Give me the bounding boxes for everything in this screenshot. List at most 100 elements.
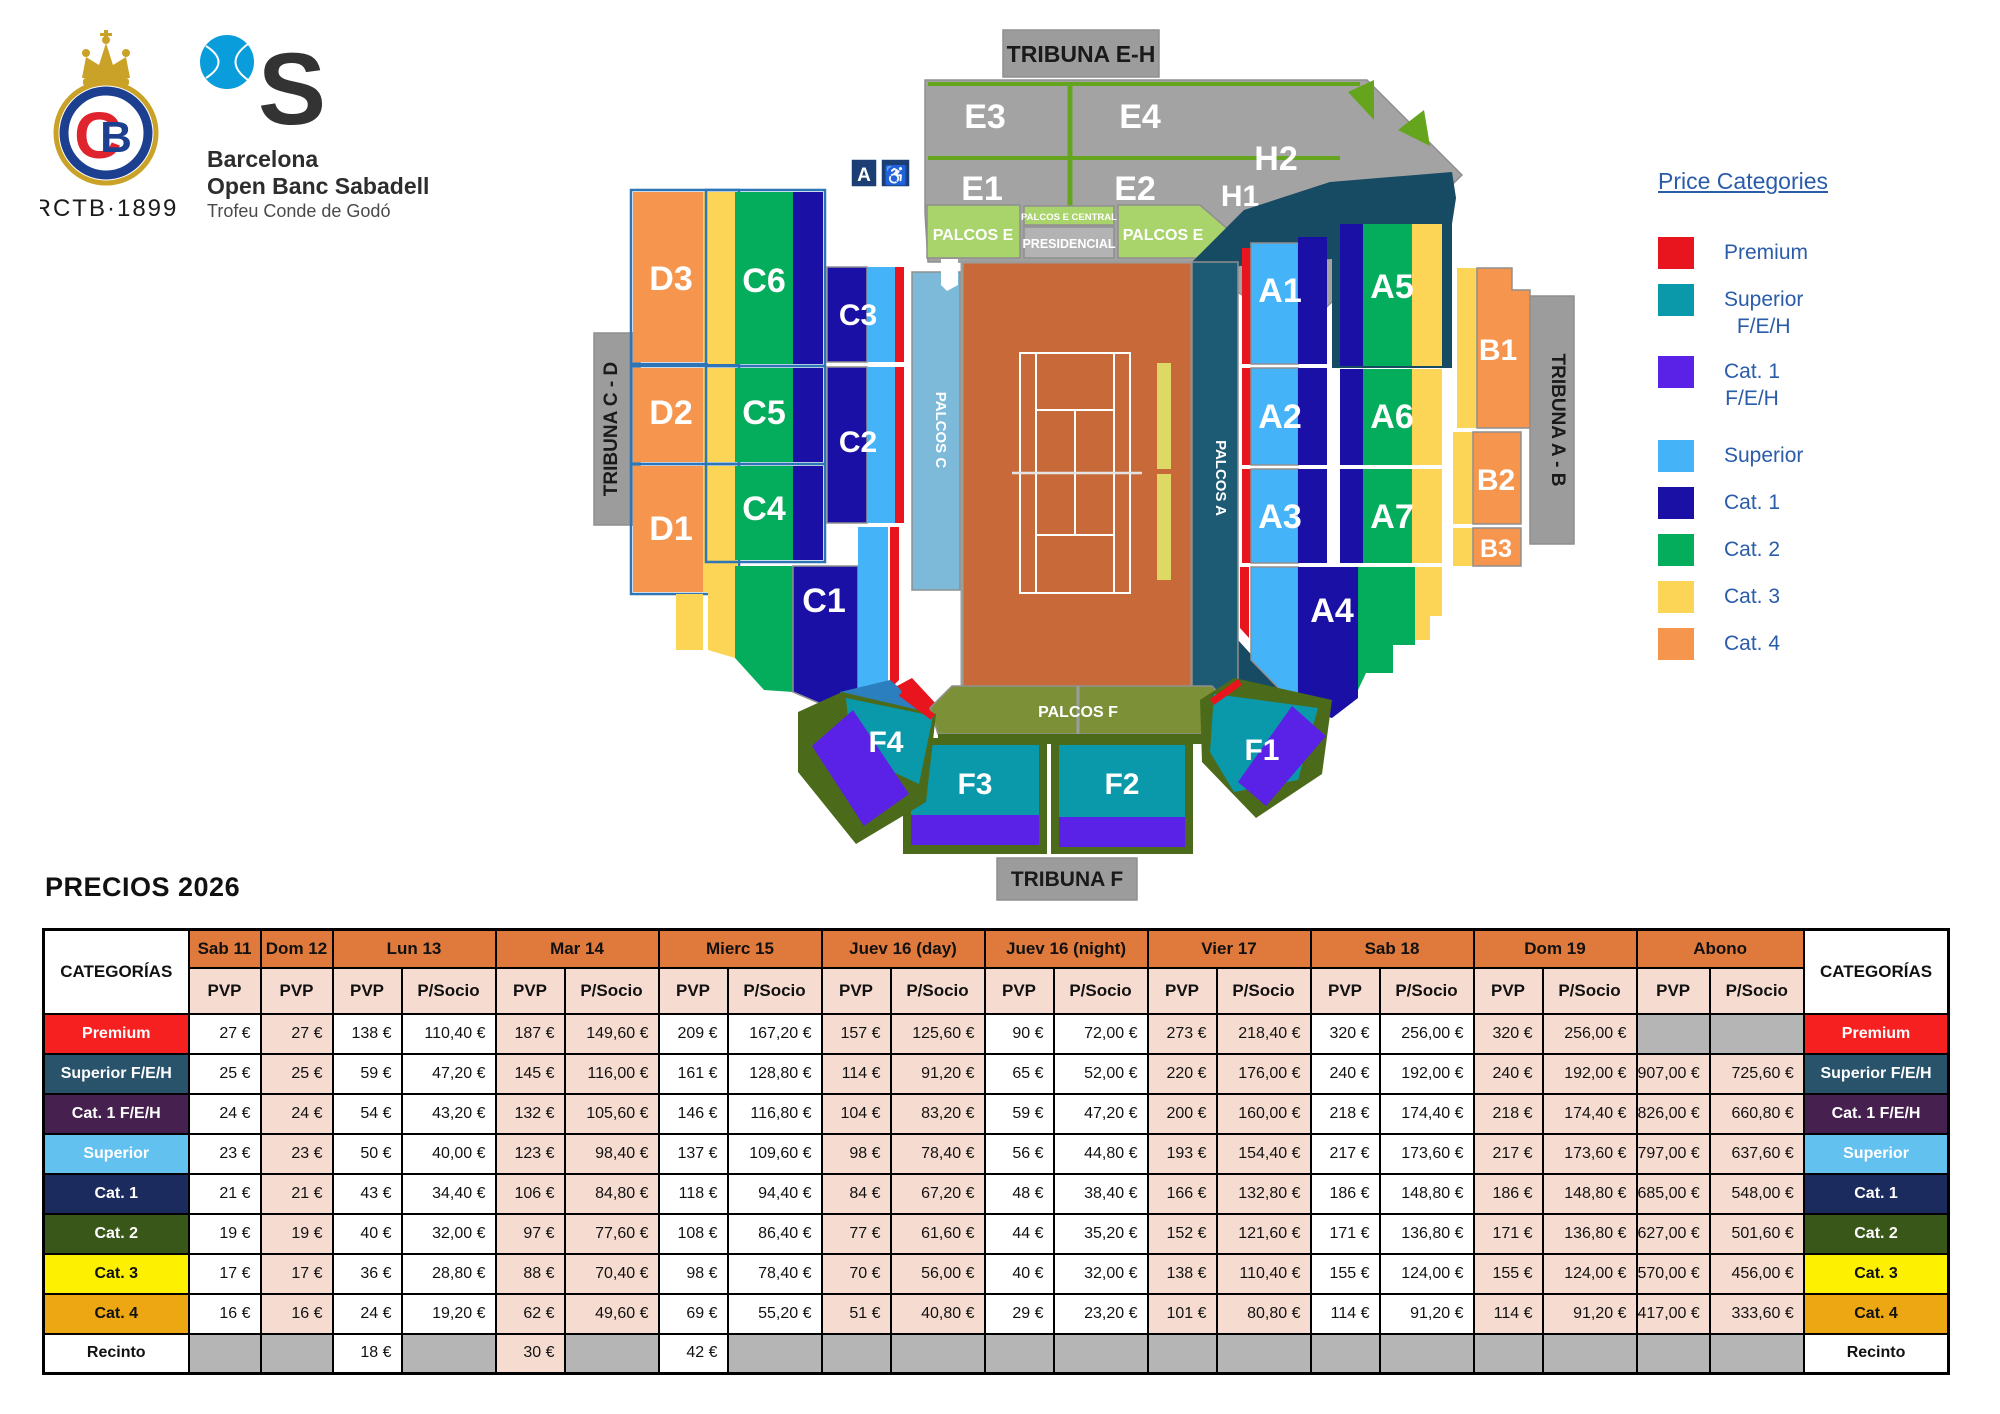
accessibility-icons: A ♿ [850,158,911,188]
subheader-pvp: PVP [494,966,566,1015]
category-label-left-cat-3: Cat. 3 [42,1252,190,1295]
category-label-right-superior: Superior [1802,1132,1950,1175]
price-cell: 17 € [187,1252,262,1295]
category-label-right-premium: Premium [1802,1012,1950,1055]
price-cell: 59 € [331,1052,403,1095]
day-header-mierc-15: Mierc 15 [657,928,823,969]
price-cell: 70 € [820,1252,892,1295]
price-cell [1635,1012,1711,1055]
price-cell: 108 € [657,1212,729,1255]
legend-label: Superior [1724,444,1804,468]
price-cell: 160,00 € [1215,1092,1312,1135]
price-row-cat-4: Cat. 4 16 €16 €24 €19,20 €62 €49,60 €69 €… [42,1292,1950,1335]
legend-item-cat-3: Cat. 3 [1658,581,1912,614]
legend-item-premium: Premium [1658,237,1912,269]
section-f3-label: F3 [957,768,992,801]
price-cell [1541,1332,1638,1375]
section-c5-label: C5 [742,394,785,432]
price-cell: 155 € [1309,1252,1381,1295]
day-header-vier-17: Vier 17 [1146,928,1312,969]
price-cell: 173,60 € [1541,1132,1638,1175]
price-row-recinto: Recinto 18 € 30 € 42 € Recinto [42,1332,1950,1375]
subheader-pvp: PVP [1635,966,1711,1015]
legend-swatch-icon [1658,237,1694,269]
price-cell: 152 € [1146,1212,1218,1255]
legend-item-cat-1: Cat. 1 [1658,487,1912,520]
price-cell: 16 € [259,1292,334,1335]
categories-header-right: CATEGORÍAS [1802,928,1950,1015]
price-cell: 161 € [657,1052,729,1095]
sabadell-s: S [258,32,326,146]
pricing-title: PRECIOS 2026 [45,872,241,902]
court-note-icon [941,259,958,291]
price-cell: 333,60 € [1708,1292,1805,1335]
price-cell: 24 € [187,1092,262,1135]
legend-label: Premium [1724,241,1809,264]
subheader-pvp: PVP [187,966,262,1015]
stand-a: A1 A2 A3 A4 A5 A6 A7 [1240,224,1442,718]
price-cell: 55,20 € [726,1292,823,1335]
price-cell: 217 € [1309,1132,1381,1175]
price-cell: 36 € [331,1252,403,1295]
section-a2-label: A2 [1258,398,1301,436]
price-cell: 98 € [820,1132,892,1175]
day-header-sab-18: Sab 18 [1309,928,1475,969]
wheelchair-icon: ♿ [884,164,908,187]
price-cell: 104 € [820,1092,892,1135]
price-cell: 78,40 € [726,1252,823,1295]
price-cell: 40,80 € [889,1292,986,1335]
subheader-p-socio: P/Socio [1215,966,1312,1015]
day-header-dom-19: Dom 19 [1472,928,1638,969]
legend-swatch-icon [1658,487,1694,520]
price-cell: 193 € [1146,1132,1218,1175]
price-cell: 501,60 € [1708,1212,1805,1255]
tribuna-ab-label-box: TRIBUNA A - B [1529,295,1575,545]
category-label-left-cat-4: Cat. 4 [42,1292,190,1335]
section-a3-label: A3 [1258,498,1301,536]
legend-label: Cat. 1 [1724,491,1781,515]
price-cell: 94,40 € [726,1172,823,1215]
tournament-name-line2: Open Banc Sabadell [207,173,429,199]
tribuna-eh-label: TRIBUNA E-H [1007,41,1156,67]
legend-label: Cat. 1 F/E/H [1724,359,1781,410]
day-header-lun-13: Lun 13 [331,928,497,969]
day-header-juev-16-day-: Juev 16 (day) [820,928,986,969]
price-cell [259,1332,334,1375]
section-h2-label: H2 [1254,140,1297,178]
price-cell: 19,20 € [400,1292,497,1335]
legend-title-link[interactable]: Price Categories [1658,168,1829,194]
legend-swatch-icon [1658,581,1694,614]
price-cell: 121,60 € [1215,1212,1312,1255]
palcos-f-band: PALCOS F [929,685,1235,744]
price-cell: 98 € [657,1252,729,1295]
legend-swatch-icon [1658,355,1694,388]
price-cell [983,1332,1055,1375]
price-cell: 24 € [259,1092,334,1135]
price-cell: 97 € [494,1212,566,1255]
price-cell: 570,00 € [1635,1252,1711,1295]
legend-swatch-icon [1658,534,1694,567]
price-cell: 116,80 € [726,1092,823,1135]
palcos-f-label: PALCOS F [1038,704,1118,721]
price-cell: 50 € [331,1132,403,1175]
category-label-right-recinto: Recinto [1802,1332,1950,1375]
price-cell: 186 € [1309,1172,1381,1215]
legend-label: Cat. 4 [1724,632,1781,656]
price-cell: 166 € [1146,1172,1218,1215]
price-cell: 176,00 € [1215,1052,1312,1095]
price-cell: 47,20 € [1052,1092,1149,1135]
price-cell: 138 € [331,1012,403,1055]
price-cell: 78,40 € [889,1132,986,1175]
legend-item-superior-feh: Superior F/E/H [1658,284,1912,341]
category-label-right-superior-f-e-h: Superior F/E/H [1802,1052,1950,1095]
price-cell: 40 € [331,1212,403,1255]
price-cell [820,1332,892,1375]
section-f4-label: F4 [868,726,903,759]
price-cell: 72,00 € [1052,1012,1149,1055]
price-cell: 128,80 € [726,1052,823,1095]
price-cell: 273 € [1146,1012,1218,1055]
price-cell: 826,00 € [1635,1092,1711,1135]
price-cell: 88 € [494,1252,566,1295]
price-cell: 110,40 € [1215,1252,1312,1295]
price-cell: 24 € [331,1292,403,1335]
